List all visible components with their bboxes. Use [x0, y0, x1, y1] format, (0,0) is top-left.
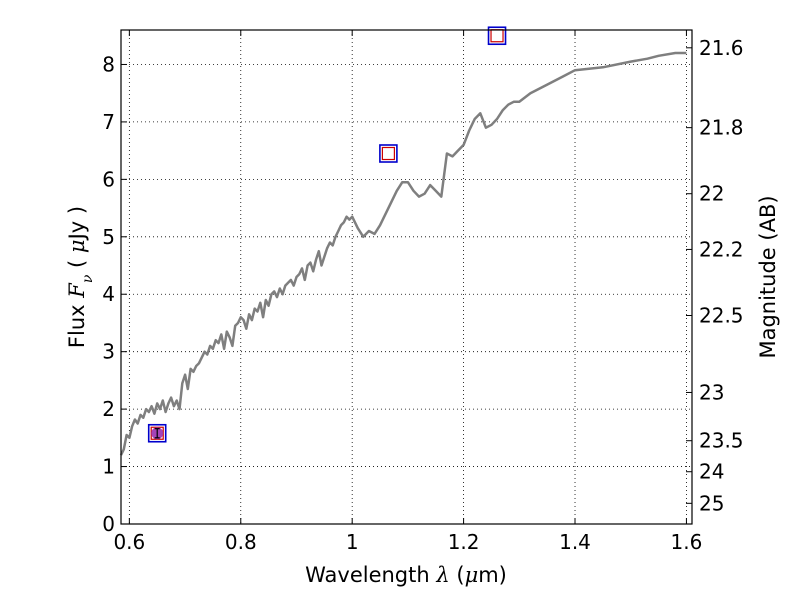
- photometry-square-outer: [487, 26, 507, 46]
- photometry-square-outer: [147, 423, 167, 443]
- series-layer: [119, 51, 687, 456]
- x-tick-label: 0.8: [225, 530, 257, 554]
- y-tick-label: 8: [102, 52, 115, 76]
- plot-area-frame: [120, 29, 693, 525]
- y-tick-label: 4: [102, 282, 115, 306]
- y-axis-label: Flux Fν ( μJy ): [65, 206, 96, 348]
- x-tick-label: 1.2: [448, 530, 480, 554]
- y2-tick-label: 22.2: [699, 237, 744, 261]
- y-tick-label: 3: [102, 340, 115, 364]
- y2-tick-label: 21.8: [699, 116, 744, 140]
- y-tick-label: 5: [102, 225, 115, 249]
- spectrum-line: [119, 51, 687, 456]
- marker-layer: [147, 26, 507, 443]
- y2-axis-label: Magnitude (AB): [756, 195, 780, 358]
- y-tick-label: 0: [102, 512, 115, 536]
- y-tick-label: 7: [102, 110, 115, 134]
- y2-tick-label: 21.6: [699, 36, 744, 60]
- x-tick-label: 1: [346, 530, 359, 554]
- tick-label-layer: 0.6 0.8 1 1.2 1.4 1.601234567821.621.82222.22…: [102, 36, 743, 554]
- y2-tick-label: 23.5: [699, 429, 744, 453]
- x-tick-label: 1.6: [671, 530, 703, 554]
- y2-tick-label: 22.5: [699, 303, 744, 327]
- photometry-square-outer: [379, 144, 398, 163]
- photometry-square-inner: [490, 29, 504, 43]
- grid: [121, 30, 692, 525]
- y2-tick-label: 22: [699, 182, 724, 206]
- y2-tick-label: 25: [699, 491, 724, 515]
- y-tick-label: 6: [102, 167, 115, 191]
- x-tick-label: 0.6: [113, 530, 145, 554]
- y-tick-label: 1: [102, 455, 115, 479]
- photometry-square-inner: [381, 146, 395, 161]
- y2-tick-label: 23: [699, 380, 724, 404]
- x-tick-label: 1.4: [559, 530, 591, 554]
- y2-tick-label: 24: [699, 460, 724, 484]
- y-tick-label: 2: [102, 397, 115, 421]
- x-axis-label: Wavelength λ (μm): [305, 563, 507, 587]
- tick-layer: [121, 30, 692, 525]
